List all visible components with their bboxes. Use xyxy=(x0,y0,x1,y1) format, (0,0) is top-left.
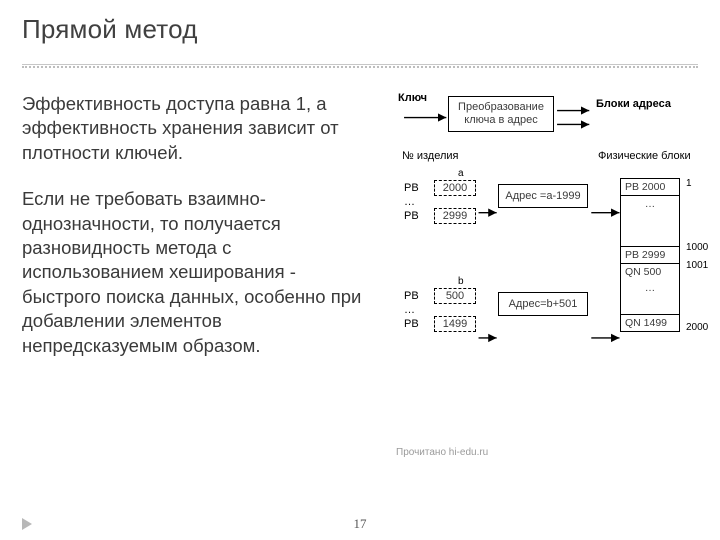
dash-b-500: 500 xyxy=(434,288,476,304)
stack-cell-5: QN 1499 xyxy=(621,314,679,331)
stack-cell-4: … xyxy=(621,280,679,314)
body-text: Эффективность доступа равна 1, а эффекти… xyxy=(22,92,374,500)
paragraph-1: Эффективность доступа равна 1, а эффекти… xyxy=(22,92,374,165)
rowB-0: РВ xyxy=(404,290,419,302)
title-underline xyxy=(22,66,698,68)
formula-a: Адрес =a-1999 xyxy=(498,184,588,208)
dash-a-2000: 2000 xyxy=(434,180,476,196)
page-title: Прямой метод xyxy=(22,14,198,45)
formula-b: Адрес=b+501 xyxy=(498,292,588,316)
stack-cell-1: … xyxy=(621,195,679,212)
stack-cell-0: РВ 2000 xyxy=(621,179,679,195)
side-1: 1 xyxy=(686,178,692,189)
var-a: a xyxy=(458,168,464,179)
stack-cell-3: QN 500 xyxy=(621,263,679,280)
label-key: Ключ xyxy=(398,92,427,104)
diagram: Ключ Преобразование ключа в адрес Блоки … xyxy=(396,92,698,440)
dash-a-2999: 2999 xyxy=(434,208,476,224)
rowB-1: … xyxy=(404,304,415,316)
label-blocks: Блоки адреса xyxy=(596,98,671,110)
side-2000: 2000 xyxy=(686,322,708,333)
stack-cell-2: РВ 2999 xyxy=(621,246,679,263)
box-transform: Преобразование ключа в адрес xyxy=(448,96,554,132)
rowA-0: РВ xyxy=(404,182,419,194)
rowB-2: РВ xyxy=(404,318,419,330)
var-b: b xyxy=(458,276,464,287)
image-credit: Прочитано hi-edu.ru xyxy=(396,447,488,458)
label-num-izd: № изделия xyxy=(402,150,459,162)
page-number: 17 xyxy=(0,516,720,532)
label-phys-blocks: Физические блоки xyxy=(598,150,691,162)
rowA-1: … xyxy=(404,196,415,208)
stack-physical-blocks: РВ 2000 … РВ 2999 QN 500 … QN 1499 xyxy=(620,178,680,332)
dash-b-1499: 1499 xyxy=(434,316,476,332)
side-1001: 1001 xyxy=(686,260,708,271)
side-1000: 1000 xyxy=(686,242,708,253)
paragraph-2: Если не требовать взаимно-однозначности,… xyxy=(22,187,374,358)
rowA-2: РВ xyxy=(404,210,419,222)
